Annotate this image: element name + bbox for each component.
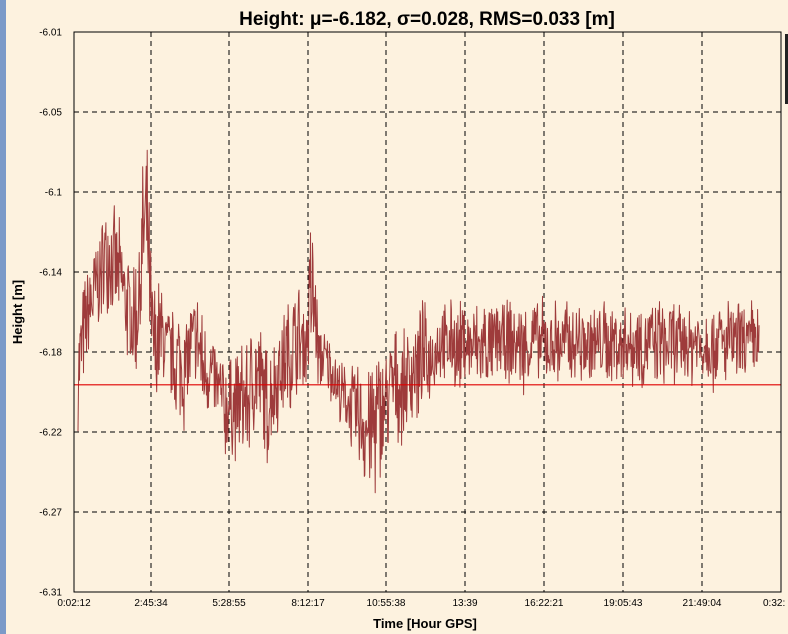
y-tick-labels: -6.01 -6.05 -6.1 -6.14 -6.18 -6.22 -6.27 -6.31	[39, 28, 62, 599]
plot-frame	[73, 31, 782, 593]
y-tick-label: -6.31	[39, 588, 62, 599]
chart-title: Height: μ=-6.182, σ=0.028, RMS=0.033 [m]	[239, 9, 615, 30]
y-tick-label: -6.01	[39, 28, 62, 39]
y-axis-label: Height [m]	[10, 280, 25, 344]
y-tick-label: -6.22	[39, 428, 62, 439]
grid-lines	[74, 32, 781, 592]
x-tick-label: 0:02:12	[57, 598, 91, 609]
y-tick-label: -6.14	[39, 268, 62, 279]
y-tick-label: -6.1	[45, 188, 63, 199]
x-tick-label: 8:12:17	[291, 598, 325, 609]
x-tick-label: 13:39	[452, 598, 477, 609]
x-tick-label: 19:05:43	[604, 598, 643, 609]
window-left-edge	[0, 0, 6, 634]
x-tick-label: 5:28:55	[212, 598, 246, 609]
x-tick-label: 16:22:21	[525, 598, 564, 609]
x-tick-label: 2:45:34	[134, 598, 168, 609]
window-right-edge	[785, 34, 788, 104]
height-series-line	[77, 149, 760, 494]
x-tick-label: 0:32:	[763, 598, 785, 609]
x-tick-label: 10:55:38	[367, 598, 406, 609]
x-axis-label: Time [Hour GPS]	[373, 616, 477, 631]
y-tick-label: -6.05	[39, 108, 62, 119]
y-tick-label: -6.27	[39, 508, 62, 519]
x-tick-labels: 0:02:12 2:45:34 5:28:55 8:12:17 10:55:38 13:3…	[57, 598, 785, 609]
series-layer	[77, 149, 760, 494]
x-tick-label: 21:49:04	[683, 598, 722, 609]
y-tick-label: -6.18	[39, 348, 62, 359]
